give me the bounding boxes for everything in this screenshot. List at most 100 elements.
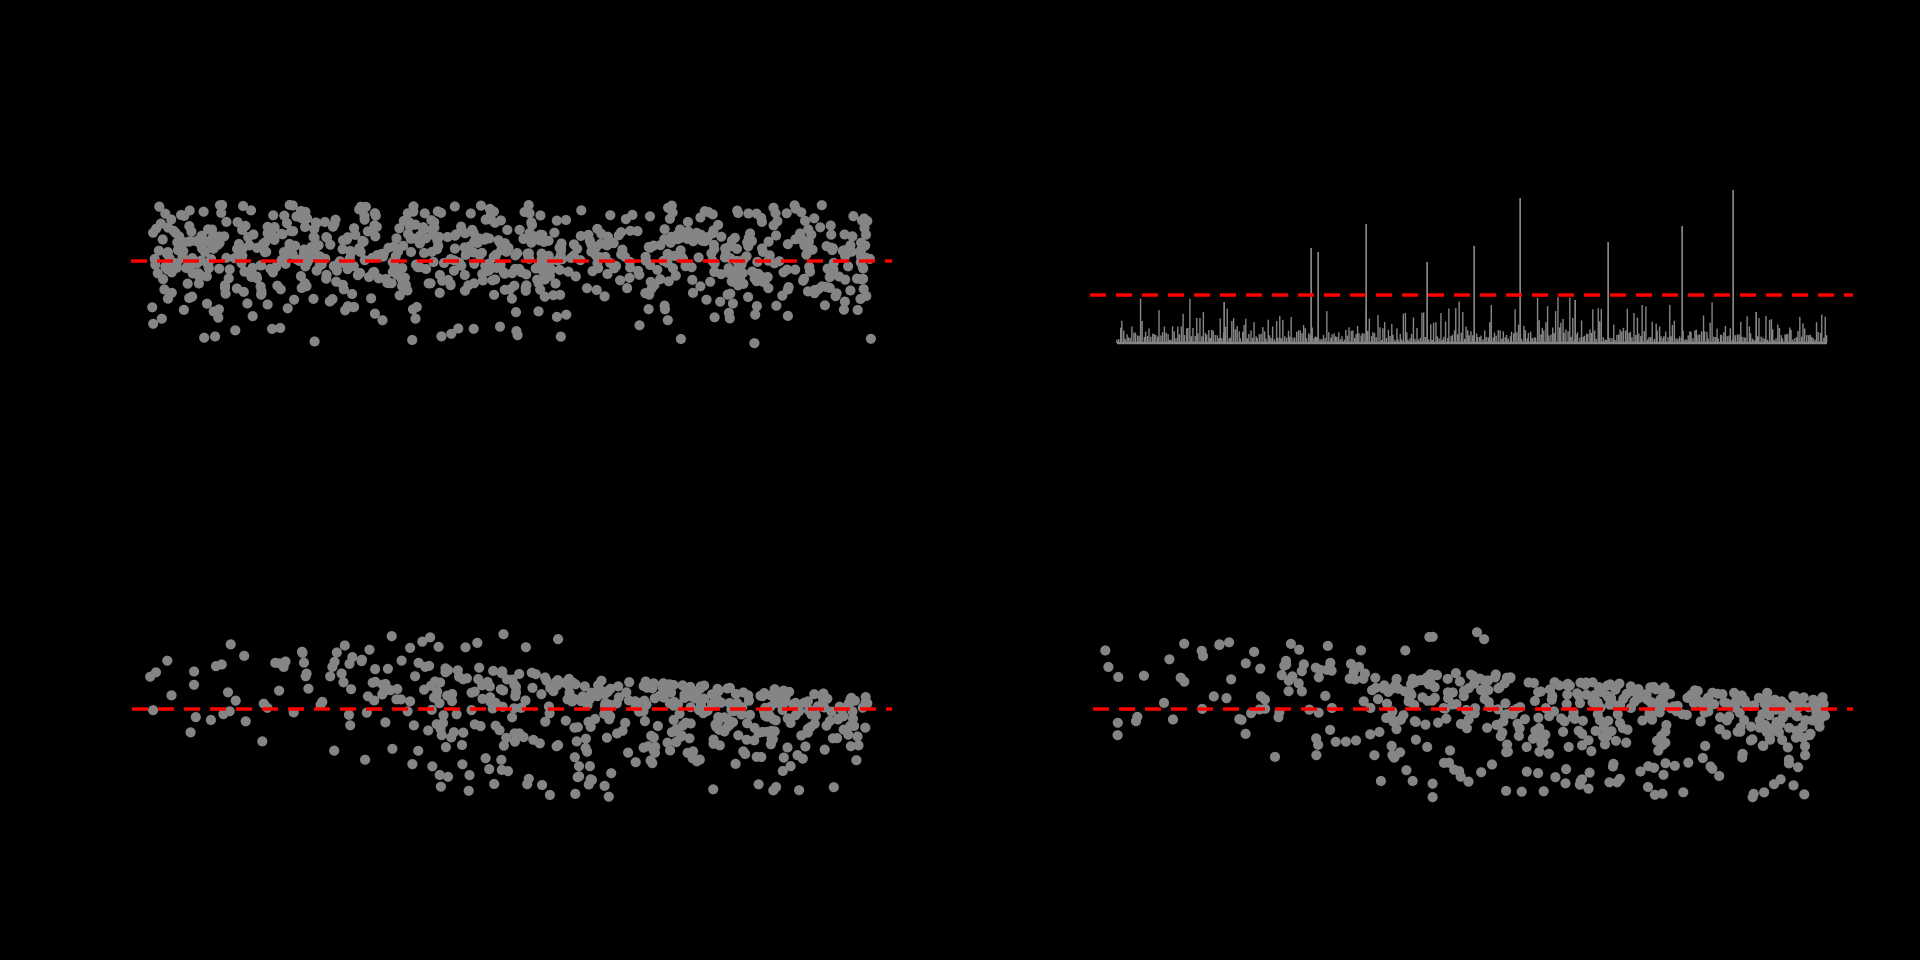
scatter-point [587,266,598,277]
scatter-point [1563,741,1574,753]
scatter-point [309,336,320,347]
scatter-point [1650,684,1661,695]
scatter-point [1476,685,1487,696]
scatter-point [1533,768,1544,779]
scatter-point [570,788,581,800]
spike-bar [1245,318,1247,343]
scatter-point [845,694,856,706]
spike-bar [1690,332,1692,343]
scatter-point [690,689,701,701]
spike-bar [1389,336,1391,343]
spike-bar [1685,339,1688,343]
spike-bar [1563,332,1565,343]
spike-bar [1182,313,1184,343]
scatter-point [601,732,613,743]
spike-bar [1490,305,1492,343]
spike-bar [1823,337,1825,343]
scatter-point [807,244,818,255]
scatter-point [555,289,566,300]
scatter-point [616,249,627,260]
spike-bar [1343,339,1345,343]
scatter-point [772,216,783,227]
scatter-point [1479,693,1490,705]
scatter-point [630,757,641,768]
scatter-point [526,237,537,248]
spike-bar [1723,332,1725,343]
spike-bar [1662,337,1664,343]
scatter-point [521,280,532,291]
spike-bar [1736,334,1739,343]
scatter-point [584,761,596,772]
spike-bar [1464,338,1466,343]
scatter-point [1583,783,1594,794]
scatter-point [255,260,266,271]
scatter-point [652,264,663,275]
scatter-point [519,206,530,218]
scatter-point [1410,734,1421,745]
spike-bar [1489,322,1491,343]
scatter-point [1635,766,1646,777]
scatter-point [1529,695,1540,707]
scatter-point [1800,715,1811,726]
scatter-point [740,748,751,760]
scatter-point [1427,792,1438,803]
scatter-point [1294,644,1305,655]
spike-bar [1268,335,1271,343]
spike-bar [1143,336,1146,343]
scatter-point [243,232,254,243]
scatter-point [769,726,780,737]
spike-bar [1689,331,1691,343]
spike-bar [1116,339,1118,343]
scatter-point [794,785,805,796]
spike-bar [1616,334,1618,343]
scatter-point [554,264,565,276]
spike-bar [1444,321,1447,343]
scatter-point [498,740,509,751]
spike-bar [1279,315,1281,343]
scatter-point [1391,724,1402,735]
scatter-point [460,642,471,653]
scatter-point [707,209,718,220]
spike-bar [1470,331,1472,343]
scatter-point [425,632,436,643]
scatter-point [580,733,592,744]
scatter-point [410,313,421,324]
scatter-point [563,266,574,277]
scatter-point [297,647,308,659]
scatter-point [658,692,669,703]
spike-bar [1589,329,1591,343]
scatter-point [258,698,269,709]
spike-bar [1168,339,1171,343]
scatter-point [680,261,691,272]
spike-bar [1628,332,1630,343]
scatter-point [687,287,699,298]
spike-bar [1416,328,1418,343]
scatter-point [408,206,419,217]
scatter-point [846,246,857,257]
scatter-point [324,296,335,307]
scatter-point [522,779,533,790]
scatter-point [1196,645,1207,656]
spike-bar [1540,334,1542,343]
scatter-point [753,779,764,790]
scatter-point [632,697,643,708]
scatter-point [1758,740,1769,752]
scatter-point [574,771,585,782]
spike-bar [1824,316,1826,343]
spike-bar [1720,335,1723,343]
scatter-point [451,229,462,240]
scatter-point [783,282,794,293]
scatter-point [1543,748,1554,759]
scatter-point [802,696,814,707]
spike-bar [1219,318,1221,343]
scatter-point [733,280,744,291]
scatter-point [223,273,234,284]
scatter-point [528,734,539,746]
spike-bar [1770,319,1773,343]
spike-bar [1744,337,1747,343]
scatter-point [300,213,311,224]
spike-bar [1440,313,1442,343]
scatter-point [828,264,839,275]
scatter-point [576,205,587,216]
scatter-point [555,331,566,342]
